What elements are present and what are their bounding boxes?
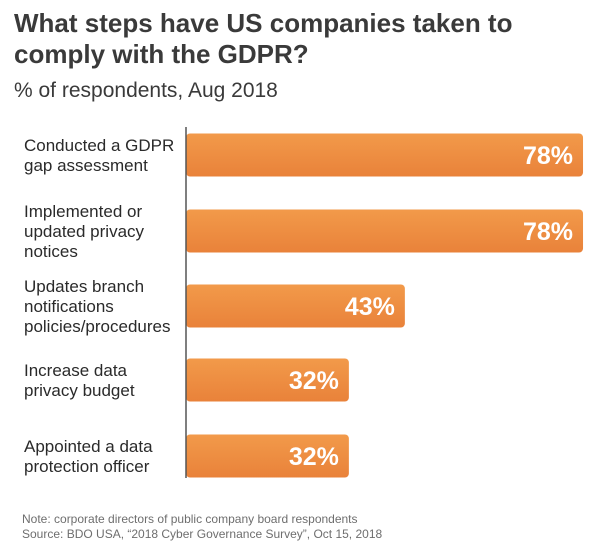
bar-0 xyxy=(186,133,584,177)
category-label-line: Appointed a data xyxy=(24,437,153,456)
category-label-line: gap assessment xyxy=(24,156,148,175)
source-text: Source: BDO USA, “2018 Cyber Governance … xyxy=(22,527,383,541)
category-label-1: Implemented or updated privacy notices xyxy=(24,202,145,261)
bar-value-label-4: 32% xyxy=(289,443,339,471)
bar-value-label-3: 32% xyxy=(289,367,339,395)
bar-2 xyxy=(186,284,405,328)
bars-layer: 78% 78% 43% 32% 32% xyxy=(186,133,584,478)
category-label-line: Increase data xyxy=(24,361,128,380)
bar-value-label-1: 78% xyxy=(523,218,573,246)
category-label-line: Updates branch xyxy=(24,277,144,296)
bar-4 xyxy=(186,434,349,478)
category-label-line: privacy budget xyxy=(24,381,135,400)
category-label-line: policies/procedures xyxy=(24,317,170,336)
footnotes: Note: corporate directors of public comp… xyxy=(22,512,382,542)
category-label-line: notices xyxy=(24,242,78,261)
note-text: Note: corporate directors of public comp… xyxy=(22,512,358,526)
category-label-line: updated privacy xyxy=(24,222,145,241)
bar-3 xyxy=(186,358,349,402)
bar-value-label-2: 43% xyxy=(345,293,395,321)
chart-subtitle: % of respondents, Aug 2018 xyxy=(14,79,278,102)
category-labels-layer: Conducted a GDPR gap assessment Implemente… xyxy=(24,136,174,476)
category-label-4: Appointed a data protection officer xyxy=(24,437,153,476)
category-label-line: protection officer xyxy=(24,457,150,476)
bar-value-label-0: 78% xyxy=(523,142,573,170)
category-label-line: notifications xyxy=(24,297,114,316)
bar-1 xyxy=(186,209,584,253)
category-label-line: Conducted a GDPR xyxy=(24,136,174,155)
category-label-line: Implemented or xyxy=(24,202,142,221)
chart-title: What steps have US companies taken to co… xyxy=(14,8,513,69)
category-label-3: Increase data privacy budget xyxy=(24,361,135,400)
category-label-0: Conducted a GDPR gap assessment xyxy=(24,136,174,175)
category-label-2: Updates branch notifications policies/proc… xyxy=(24,277,170,336)
